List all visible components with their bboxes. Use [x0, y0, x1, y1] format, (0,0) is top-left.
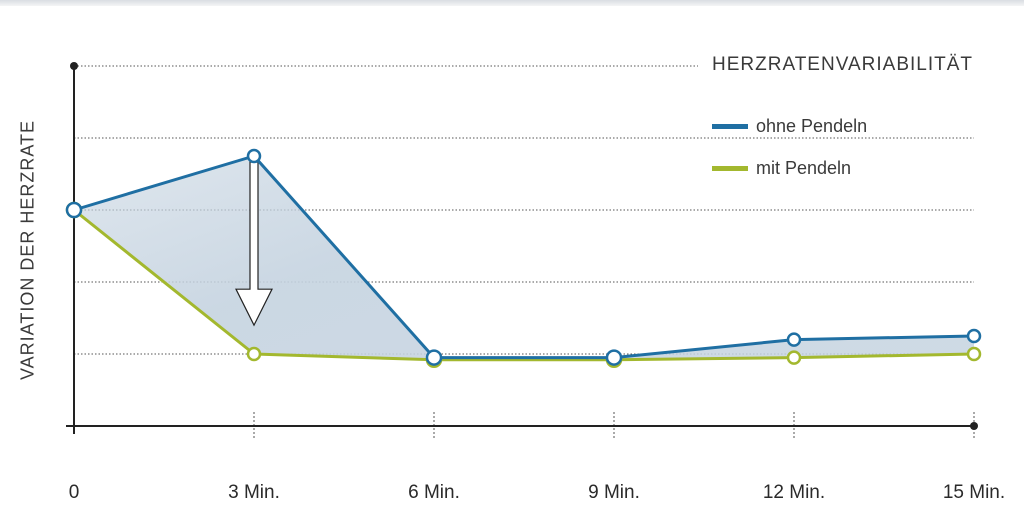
x-axis-end-dot — [970, 422, 978, 430]
data-point-mit-pendeln — [246, 346, 262, 362]
legend-item-ohne-pendeln: ohne Pendeln — [712, 114, 867, 138]
x-tick-label: 3 Min. — [228, 482, 280, 503]
legend-swatch-ohne-pendeln — [712, 123, 748, 129]
x-tick-label: 9 Min. — [588, 482, 640, 503]
x-tick-label: 6 Min. — [408, 482, 460, 503]
legend-label-ohne-pendeln: ohne Pendeln — [756, 115, 868, 136]
top-rule — [0, 0, 1024, 6]
y-axis-label: VARIATION DER HERZRATE — [17, 119, 38, 381]
data-point-ohne-pendeln — [786, 332, 802, 347]
data-point-ohne-pendeln — [605, 349, 623, 366]
shaded-difference-area — [74, 156, 974, 360]
legend-swatch-mit-pendeln — [712, 165, 748, 171]
series-line-mit-pendeln — [73, 208, 975, 362]
data-point-ohne-pendeln — [65, 201, 83, 219]
x-tick-label: 0 — [69, 482, 80, 503]
legend-item-mit-pendeln: mit Pendeln — [712, 156, 851, 180]
data-point-ohne-pendeln — [246, 148, 262, 164]
y-axis-end-dot — [70, 62, 78, 70]
data-point-mit-pendeln — [966, 346, 982, 362]
x-tick-label: 12 Min. — [763, 482, 825, 503]
down-arrow — [235, 161, 273, 327]
data-point-ohne-pendeln — [425, 349, 443, 366]
data-point-mit-pendeln — [786, 350, 802, 365]
legend-title: HERZRATENVARIABILITÄT — [712, 54, 973, 75]
legend-label-mit-pendeln: mit Pendeln — [756, 157, 852, 178]
x-tick-label: 15 Min. — [943, 482, 1005, 503]
series-line-ohne-pendeln — [73, 154, 975, 360]
data-point-ohne-pendeln — [966, 328, 982, 344]
